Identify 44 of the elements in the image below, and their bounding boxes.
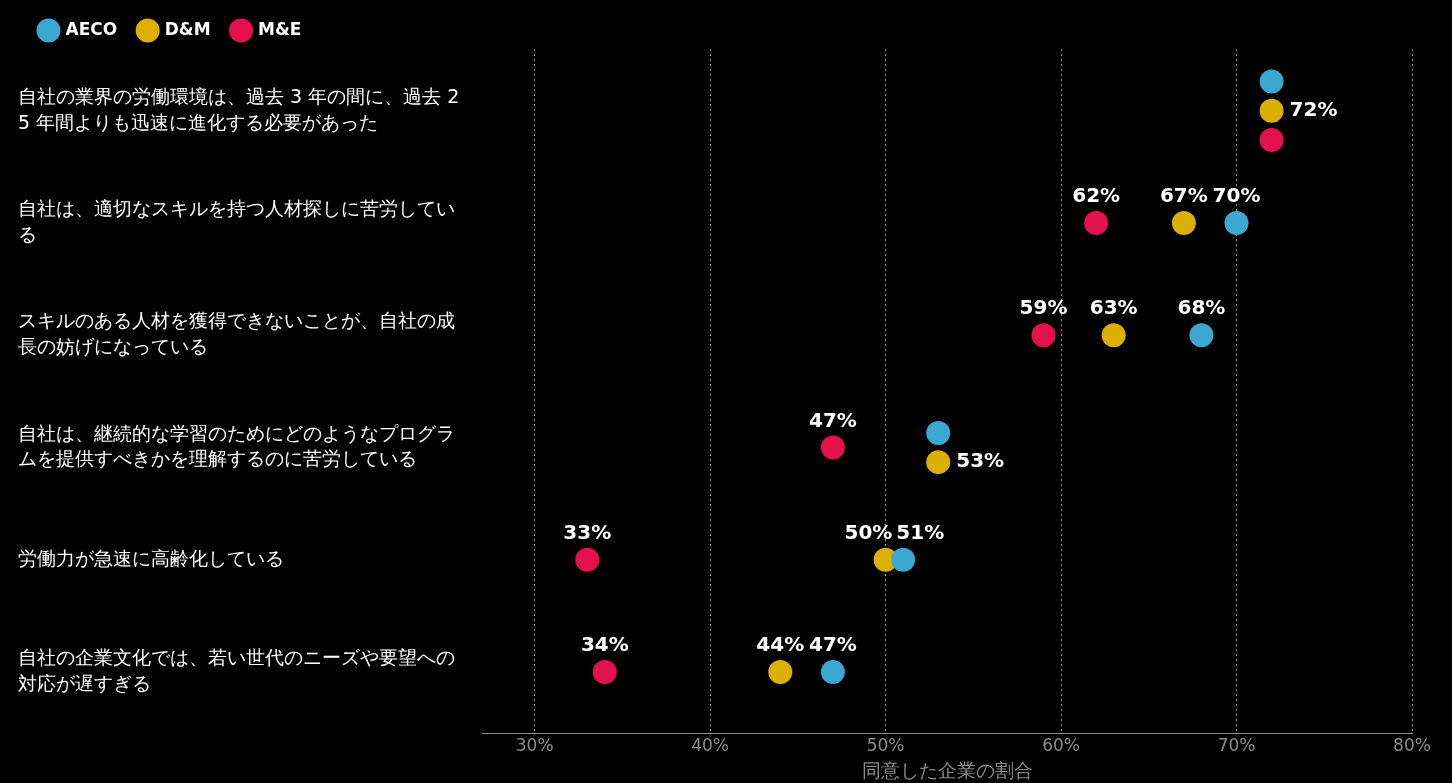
x-tick-label: 70% [1217, 735, 1256, 756]
point [891, 547, 916, 572]
data-label: 44% [756, 632, 805, 657]
x-tick-label: 60% [1042, 735, 1080, 756]
data-label: 34% [580, 632, 629, 657]
legend-label: D&M [164, 18, 211, 39]
y-tick-label: 自社の業界の労働環境は、過去 3 年の間に、過去 25 年間よりも迅速に進化する必要があった [18, 84, 460, 133]
legend-label: M&E [258, 18, 302, 39]
data-label: 70% [1212, 183, 1261, 208]
x-tick-label: 40% [691, 735, 730, 756]
data-label: 50% [844, 520, 893, 544]
data-label: 33% [563, 520, 612, 544]
point [1084, 211, 1109, 236]
data-label: 53% [956, 448, 1005, 473]
point [1259, 98, 1284, 123]
point [1189, 323, 1214, 348]
y-tick-label: 労働力が急速に高齢化している [18, 546, 284, 569]
x-tick-label: 50% [866, 735, 905, 756]
point [1101, 323, 1126, 348]
point [1224, 211, 1249, 236]
x-tick-label: 80% [1393, 735, 1431, 756]
x-tick-label: 30% [515, 735, 554, 756]
point [820, 660, 845, 685]
data-label: 68% [1177, 295, 1226, 320]
point [1171, 211, 1196, 236]
data-label: 59% [1019, 295, 1068, 320]
legend-label: AECO [65, 18, 118, 39]
data-label: 62% [1072, 183, 1121, 208]
y-tick-label: スキルのある人材を獲得できないことが、自社の成長の妨げになっている [18, 309, 455, 358]
data-label: 67% [1159, 183, 1208, 208]
point [575, 547, 600, 572]
point [768, 660, 793, 685]
y-tick-label: 自社は、継続的な学習のためにどのようなプログラムを提供すべきかを理解するのに苦労している [18, 421, 455, 470]
data-label: 63% [1089, 295, 1138, 320]
point [1031, 323, 1056, 348]
point [592, 660, 617, 685]
y-tick-label: 自社は、適切なスキルを持つ人材探しに苦労している [18, 197, 455, 245]
y-tick-label: 自社の企業文化では、若い世代のニーズや要望への対応が遅すぎる [18, 646, 455, 694]
x-axis-title: 同意した企業の割合 [861, 758, 1033, 781]
data-label: 47% [809, 632, 857, 657]
point [820, 435, 845, 460]
data-label: 72% [1289, 96, 1338, 121]
data-label: 47% [809, 407, 857, 432]
data-label: 51% [896, 520, 945, 544]
